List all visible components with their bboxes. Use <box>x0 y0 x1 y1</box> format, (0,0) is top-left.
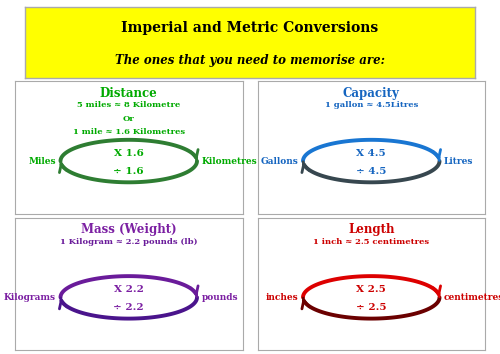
Text: centimetres: centimetres <box>444 293 500 302</box>
Text: 1 mile ≈ 1.6 Kilometres: 1 mile ≈ 1.6 Kilometres <box>72 128 185 136</box>
Text: ÷ 4.5: ÷ 4.5 <box>356 167 386 176</box>
Text: Mass (Weight): Mass (Weight) <box>81 223 176 236</box>
Text: Distance: Distance <box>100 87 158 100</box>
Text: X 4.5: X 4.5 <box>356 149 386 158</box>
Text: 5 miles ≈ 8 Kilometre: 5 miles ≈ 8 Kilometre <box>77 101 180 109</box>
Text: 1 Kilogram ≈ 2.2 pounds (lb): 1 Kilogram ≈ 2.2 pounds (lb) <box>60 238 198 246</box>
Text: Imperial and Metric Conversions: Imperial and Metric Conversions <box>122 21 378 35</box>
Text: ÷ 2.2: ÷ 2.2 <box>114 303 144 313</box>
Text: Or: Or <box>123 115 134 122</box>
Text: Gallons: Gallons <box>260 156 298 166</box>
Text: 1 gallon ≈ 4.5Litres: 1 gallon ≈ 4.5Litres <box>324 101 418 109</box>
Text: Kilometres: Kilometres <box>202 156 257 166</box>
Text: Miles: Miles <box>28 156 56 166</box>
Text: Length: Length <box>348 223 395 236</box>
Text: 1 inch ≈ 2.5 centimetres: 1 inch ≈ 2.5 centimetres <box>313 238 430 246</box>
Text: ÷ 1.6: ÷ 1.6 <box>114 167 144 176</box>
Text: X 2.5: X 2.5 <box>356 285 386 294</box>
Text: X 1.6: X 1.6 <box>114 149 144 158</box>
Text: Capacity: Capacity <box>343 87 400 100</box>
Text: Kilograms: Kilograms <box>4 293 56 302</box>
Text: X 2.2: X 2.2 <box>114 285 144 294</box>
Text: pounds: pounds <box>202 293 238 302</box>
Text: inches: inches <box>266 293 298 302</box>
Text: The ones that you need to memorise are:: The ones that you need to memorise are: <box>115 54 385 67</box>
Text: ÷ 2.5: ÷ 2.5 <box>356 303 386 313</box>
Text: Litres: Litres <box>444 156 474 166</box>
